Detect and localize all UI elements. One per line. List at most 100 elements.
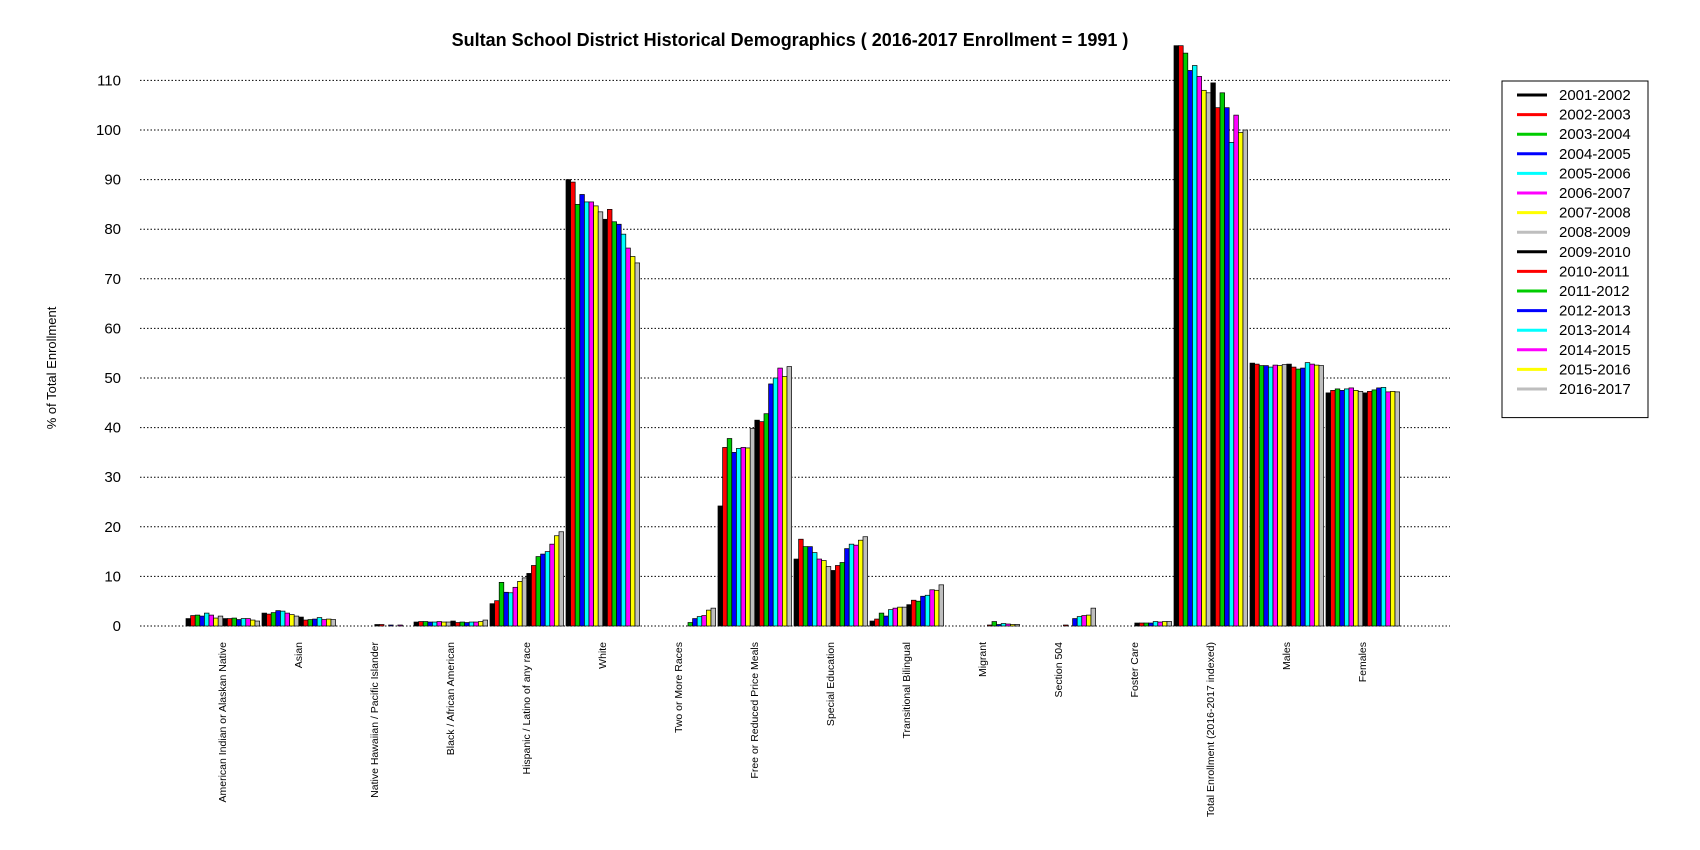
bar-15-9	[1367, 391, 1373, 627]
y-tick-label-50: 50	[104, 370, 121, 387]
bar-1-9	[303, 619, 309, 627]
bar-0-4	[204, 612, 210, 627]
legend-label-6: 2007-2008	[1559, 205, 1631, 222]
x-label-8: Special Education	[825, 642, 837, 726]
bar-5-13	[625, 247, 631, 627]
legend-label-12: 2013-2014	[1559, 322, 1631, 339]
bar-2-11	[388, 624, 394, 627]
bar-13-4	[1192, 65, 1198, 627]
bar-3-2	[422, 621, 429, 627]
bar-1-4	[280, 610, 286, 627]
bar-4-14	[554, 535, 560, 627]
legend-label-8: 2009-2010	[1559, 244, 1631, 261]
bar-13-9	[1215, 107, 1221, 627]
bar-5-5	[588, 201, 594, 627]
x-label-7: Free or Reduced Price Meals	[749, 642, 761, 779]
bar-14-11	[1300, 367, 1306, 627]
x-label-4: Hispanic / Latino of any race	[521, 642, 533, 775]
bar-8-6	[821, 560, 827, 627]
bar-11-14	[1086, 614, 1092, 627]
bar-0-1	[190, 615, 196, 627]
bar-1-8	[298, 616, 304, 627]
bar-14-12	[1304, 362, 1311, 627]
bar-5-7	[597, 211, 604, 627]
bar-3-4	[432, 621, 438, 627]
legend-label-15: 2016-2017	[1559, 381, 1631, 398]
bar-1-6	[289, 614, 295, 627]
bar-8-11	[844, 548, 850, 627]
bar-0-5	[208, 614, 214, 627]
bar-0-8	[222, 618, 228, 627]
x-label-0: American Indian or Alaskan Native	[217, 642, 229, 803]
bar-5-12	[620, 233, 627, 627]
bar-3-8	[450, 620, 456, 627]
bar-0-9	[227, 618, 233, 627]
bar-2-13	[397, 624, 403, 627]
bar-13-3	[1187, 70, 1193, 627]
bar-15-4	[1344, 388, 1350, 627]
bar-7-11	[768, 383, 774, 627]
legend-label-11: 2012-2013	[1559, 303, 1631, 320]
bar-9-10	[915, 600, 921, 627]
bar-7-0	[717, 505, 723, 627]
bar-3-0	[413, 621, 419, 627]
bar-0-7	[217, 615, 224, 627]
legend-label-5: 2006-2007	[1559, 185, 1631, 202]
bar-0-2	[194, 614, 201, 627]
bar-9-8	[906, 604, 912, 627]
bar-6-13	[701, 615, 707, 627]
x-label-1: Asian	[293, 642, 305, 668]
bar-4-9	[531, 565, 537, 627]
bar-1-14	[326, 618, 332, 627]
bar-8-15	[862, 536, 868, 627]
bar-9-0	[869, 620, 875, 627]
bar-3-15	[482, 619, 488, 627]
bar-8-10	[839, 562, 845, 627]
bar-13-0	[1173, 45, 1179, 627]
bar-11-9	[1063, 624, 1069, 627]
bar-8-5	[816, 558, 822, 627]
bar-12-8	[1134, 622, 1140, 627]
bar-5-3	[579, 194, 585, 627]
bar-0-3	[199, 615, 205, 627]
bar-13-14	[1238, 132, 1244, 627]
bar-3-6	[441, 621, 447, 627]
bar-0-0	[185, 618, 191, 627]
bar-12-11	[1148, 622, 1154, 627]
legend-label-14: 2015-2016	[1559, 361, 1631, 378]
bar-4-12	[544, 551, 551, 627]
bar-1-10	[307, 619, 313, 627]
bar-15-2	[1334, 388, 1341, 627]
bar-10-9	[987, 624, 993, 627]
bar-15-6	[1353, 390, 1359, 627]
bar-3-3	[427, 621, 433, 627]
bar-4-3	[503, 591, 509, 627]
bar-10-14	[1010, 624, 1016, 627]
bar-3-9	[455, 622, 461, 627]
bar-11-13	[1081, 615, 1087, 627]
bar-4-2	[498, 581, 505, 627]
bar-8-4	[812, 552, 818, 627]
bar-5-11	[616, 223, 622, 627]
bar-5-8	[602, 218, 608, 627]
bar-13-10	[1219, 92, 1225, 627]
bar-1-0	[261, 612, 267, 627]
bar-6-15	[710, 607, 716, 627]
bar-3-11	[464, 622, 470, 627]
legend-label-13: 2014-2015	[1559, 342, 1631, 359]
bar-14-3	[1263, 365, 1269, 627]
bar-3-10	[459, 621, 465, 627]
bar-4-13	[549, 543, 555, 627]
bar-0-12	[240, 618, 247, 627]
y-tick-label-10: 10	[104, 568, 121, 585]
bar-9-5	[892, 607, 898, 627]
bar-4-6	[517, 581, 523, 627]
bars	[185, 45, 1400, 627]
bar-0-11	[236, 619, 242, 627]
bar-3-13	[473, 621, 479, 627]
bar-12-14	[1162, 621, 1168, 627]
bar-14-15	[1318, 365, 1324, 627]
legend-label-7: 2008-2009	[1559, 224, 1631, 241]
bar-15-8	[1362, 392, 1368, 627]
bar-15-1	[1330, 390, 1336, 627]
